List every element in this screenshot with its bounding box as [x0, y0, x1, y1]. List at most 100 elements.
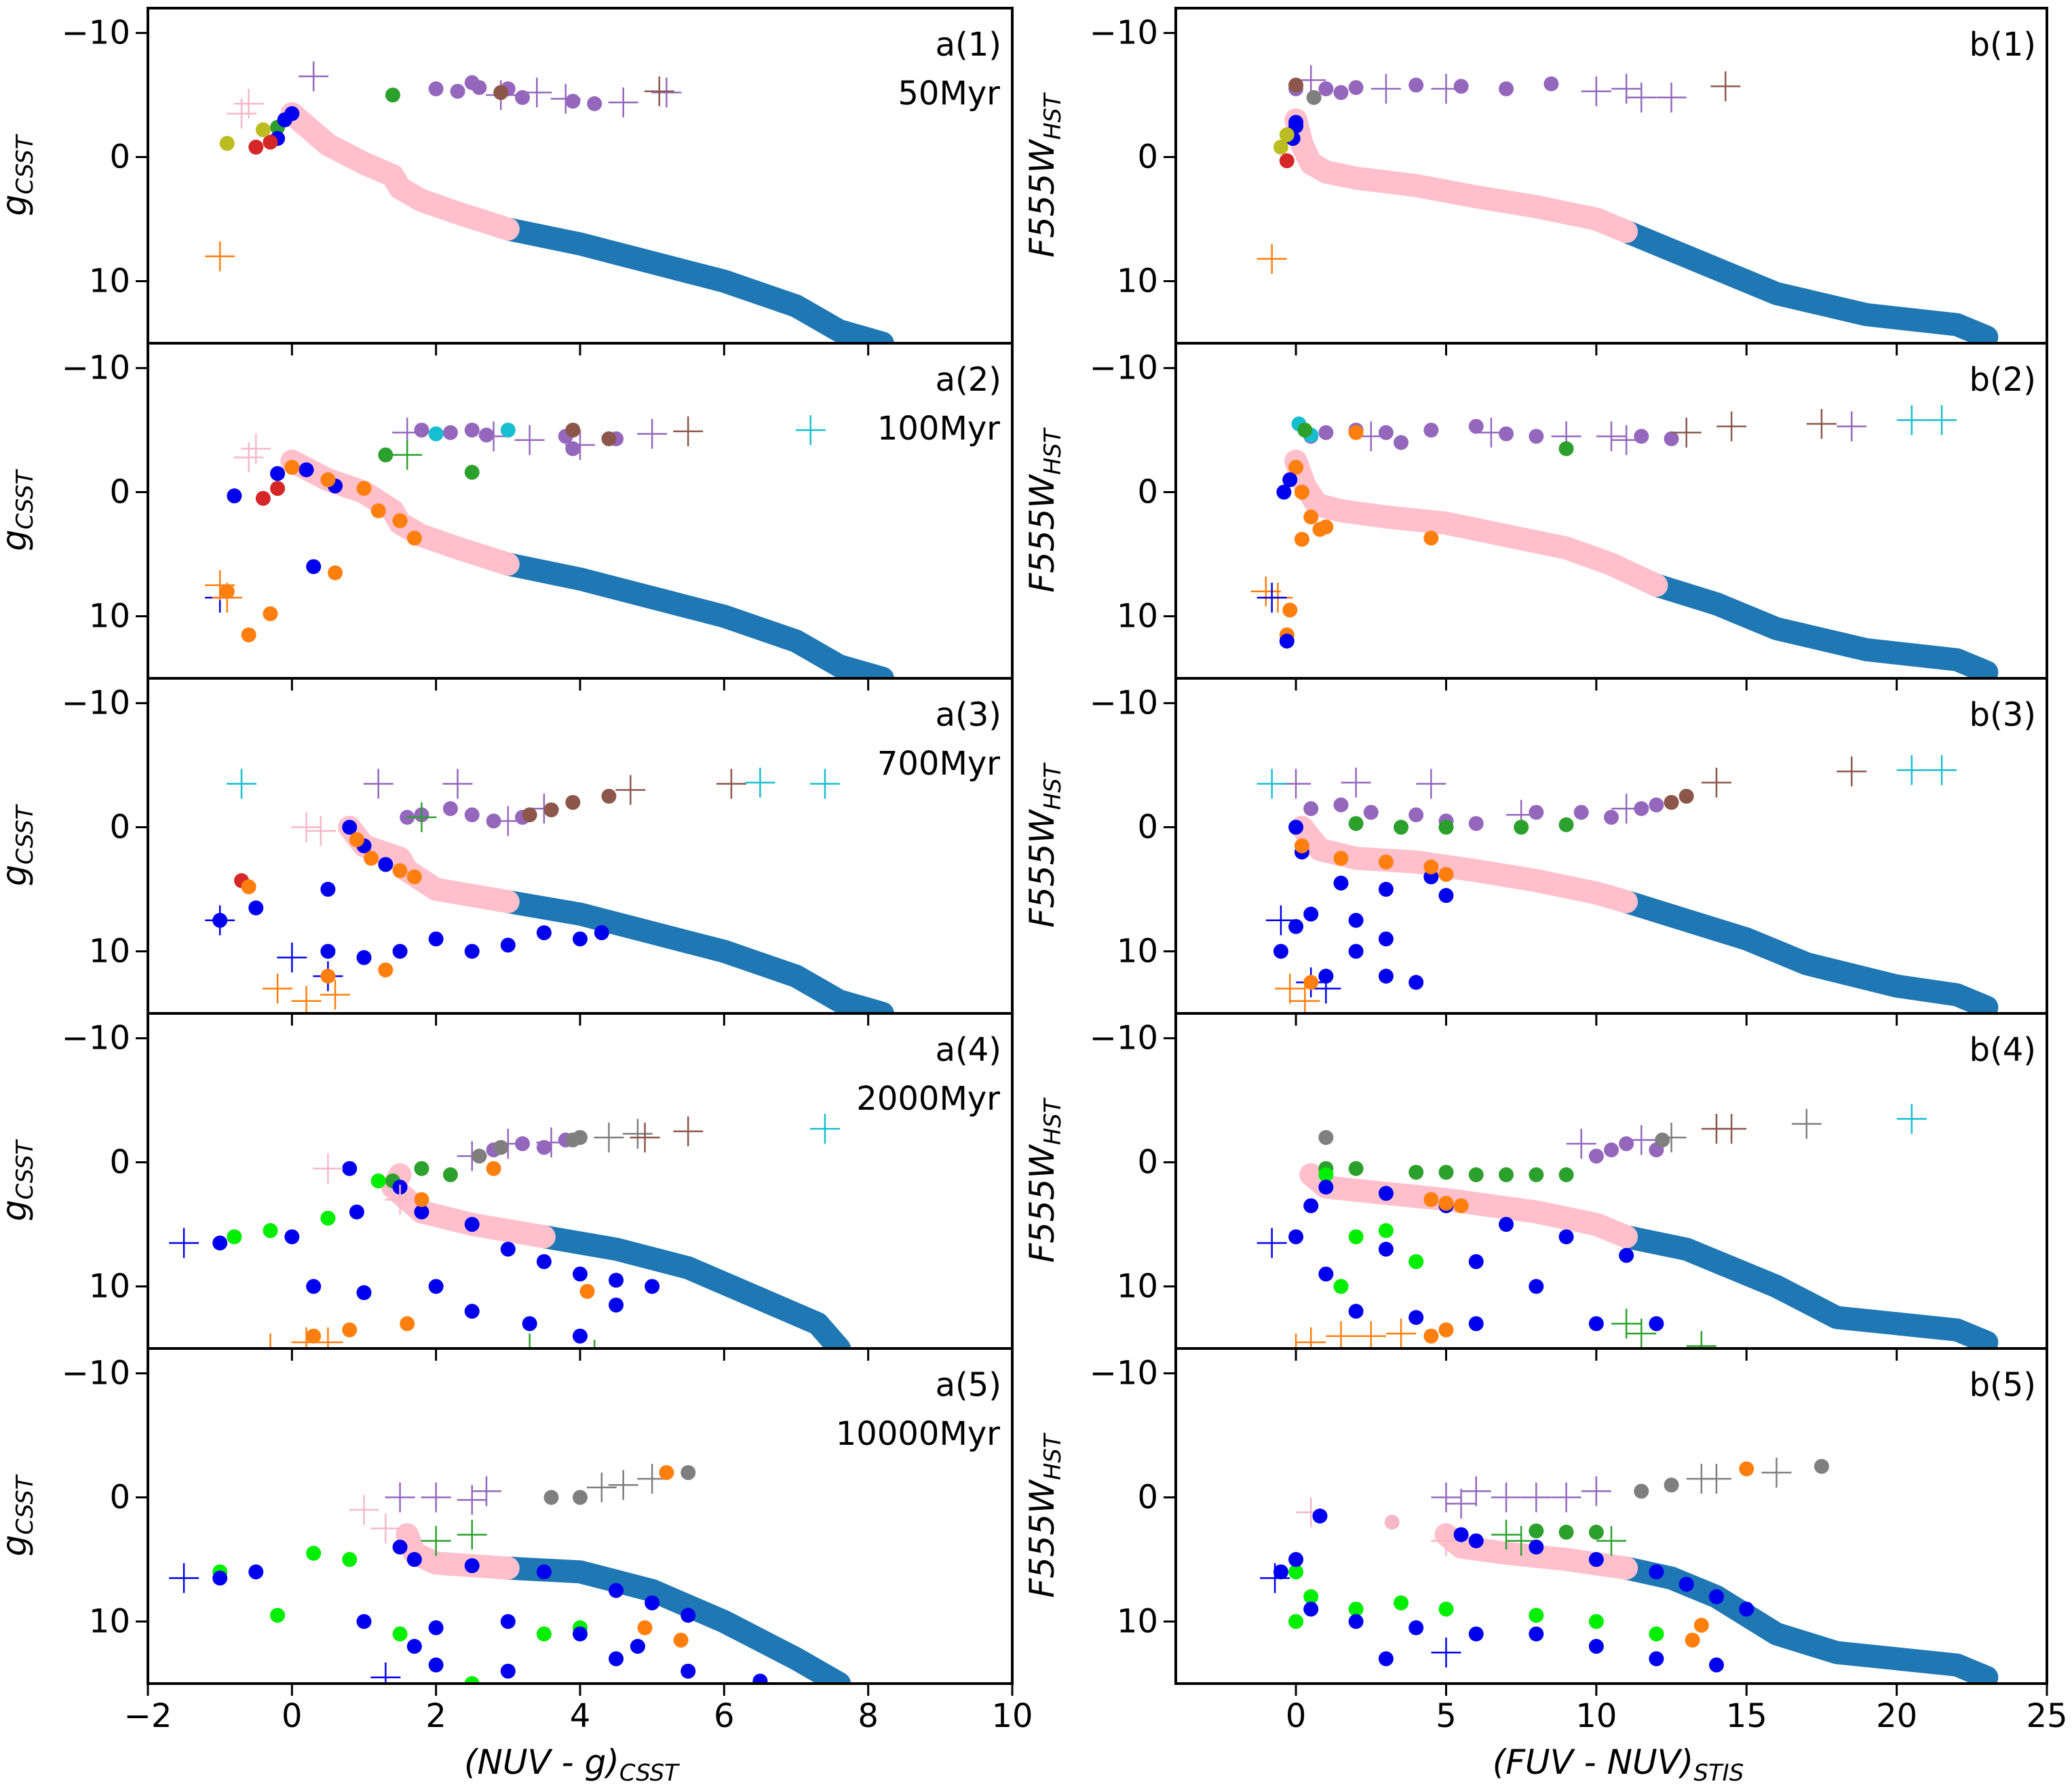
star-orange-plus [263, 973, 293, 1004]
star-orange-plus [1386, 1319, 1417, 1348]
panel-label: a(1) [936, 26, 1001, 64]
star-purple-plus [1491, 1482, 1522, 1513]
star-purple-dot [1318, 425, 1334, 440]
xtick-label: 20 [1876, 1697, 1917, 1735]
star-purple-dot [428, 81, 444, 96]
star-blue-dot [1378, 1186, 1394, 1201]
star-orange-dot [1693, 1618, 1709, 1633]
panel-a1: −10 0 10 a(1) 50Myr gCSST [0, 7, 1014, 355]
plot-area [1260, 1457, 1999, 1684]
star-blue-dot [1288, 1229, 1304, 1245]
star-orange-plus [1275, 973, 1305, 1004]
star-brown-dot [1664, 794, 1679, 810]
star-brown-plus [673, 1116, 704, 1146]
star-purple-plus [1521, 1482, 1552, 1513]
star-purple-dot [1408, 807, 1424, 823]
ytick-label: 10 [89, 263, 130, 300]
panel-a3: −10 0 10 a(3) 700Myr gCSST [0, 677, 1014, 1026]
star-blue-dot [349, 1204, 364, 1220]
star-blue-dot [609, 1297, 624, 1313]
star-purple-dot [464, 75, 480, 90]
star-blue-dot [609, 1273, 624, 1288]
star-orange-plus [205, 570, 235, 600]
star-orange-dot [1282, 602, 1298, 618]
star-purple-plus [1461, 1476, 1491, 1507]
ytick-label: 10 [89, 598, 130, 636]
star-brown-plus [1671, 417, 1702, 448]
star-purple-dot [1303, 801, 1319, 817]
star-orange-dot [579, 1283, 595, 1299]
ytick-label: 0 [109, 809, 130, 847]
star-blue-dot [630, 1639, 645, 1654]
star-blue-dot [248, 900, 264, 916]
ytick-label: 10 [1117, 1603, 1158, 1641]
star-gray-dot [1664, 1477, 1679, 1493]
star-lime-dot [1649, 1626, 1664, 1642]
star-purple-dot [1348, 80, 1364, 96]
star-cyan-plus [795, 415, 826, 446]
ytick-label: 0 [109, 138, 130, 176]
star-orange-plus [1256, 244, 1287, 274]
star-orange-dot [1685, 1632, 1700, 1648]
xtick-label: 2 [425, 1697, 446, 1735]
star-cyan-plus [745, 767, 775, 798]
star-brown-plus [1837, 756, 1867, 787]
star-purple-dot [1363, 804, 1379, 820]
star-blue-dot [1588, 1639, 1604, 1654]
star-blue-dot [1619, 1247, 1634, 1263]
star-orange-dot [414, 1192, 429, 1207]
star-purple-plus [478, 421, 509, 452]
star-purple-dot [1333, 797, 1349, 813]
star-blue-dot [1288, 819, 1304, 835]
panel-b2: −10 0 10 b(2) F555WHST [1022, 342, 2048, 691]
isochrone-faint [496, 1556, 851, 1684]
star-blue-dot [464, 1217, 480, 1232]
star-gray-dot [1634, 1483, 1649, 1499]
star-orange-plus [1290, 986, 1320, 1013]
star-orange-dot [320, 969, 336, 984]
star-purple-plus [1626, 1125, 1657, 1155]
isochrone-bright [396, 1523, 520, 1580]
star-blue-dot [1408, 1310, 1424, 1325]
star-gray-plus [622, 1119, 653, 1149]
xtick-label: 10 [991, 1697, 1033, 1735]
star-blue-dot [248, 1564, 264, 1580]
star-purple-plus [536, 1127, 567, 1158]
star-blue-dot [594, 925, 609, 941]
star-cyan-plus [1896, 405, 1927, 435]
star-lime-dot [320, 1210, 336, 1226]
star-purple-dot [1468, 816, 1484, 832]
star-purple-dot [1604, 1142, 1619, 1158]
star-gray-dot [573, 1129, 588, 1145]
star-orange-dot [1423, 1192, 1439, 1207]
star-pink-plus [313, 1153, 343, 1184]
star-gray-dot [472, 1148, 487, 1164]
star-orange-dot [1294, 484, 1309, 500]
ylabel: gCSST [0, 1474, 39, 1556]
xtick-label: 0 [282, 1697, 303, 1735]
star-pink-plus [233, 442, 264, 473]
star-purple-dot [587, 96, 602, 111]
ytick-label: −10 [62, 684, 130, 722]
star-blue-dot [378, 857, 394, 872]
star-orange-dot [406, 530, 422, 546]
star-blue-plus [1311, 973, 1341, 1004]
star-lime-dot [342, 1552, 358, 1568]
star-purple-dot [565, 441, 581, 457]
star-blue-dot [428, 1620, 444, 1635]
star-purple-dot [478, 427, 494, 443]
star-brown-dot [522, 807, 537, 823]
star-blue-dot [406, 1552, 422, 1568]
star-blue-dot [212, 1570, 228, 1586]
star-blue-dot [414, 1204, 429, 1220]
star-lime-dot [392, 1626, 408, 1642]
star-cyan-dot [428, 426, 444, 442]
ytick-label: −10 [1090, 684, 1158, 722]
plot-area [205, 767, 894, 1013]
age-label: 10000Myr [836, 1415, 1001, 1453]
star-blue-dot [1438, 888, 1454, 904]
star-lime-dot [1333, 1279, 1349, 1294]
star-blue-plus [1256, 583, 1287, 613]
star-purple-plus [1551, 1482, 1581, 1513]
star-gray-plus [608, 1470, 638, 1500]
